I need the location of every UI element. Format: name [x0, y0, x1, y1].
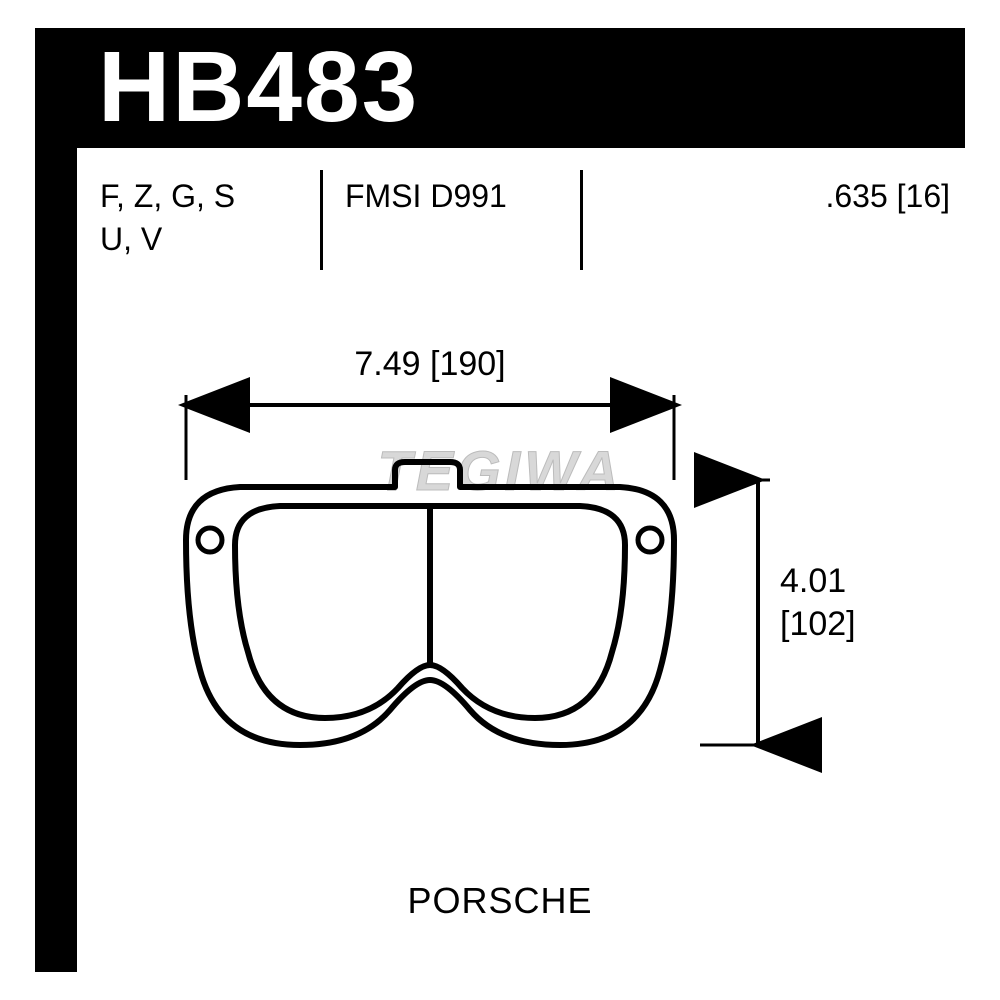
- mounting-hole-left: [198, 528, 222, 552]
- diagram-svg: [0, 0, 1000, 1000]
- mounting-hole-right: [638, 528, 662, 552]
